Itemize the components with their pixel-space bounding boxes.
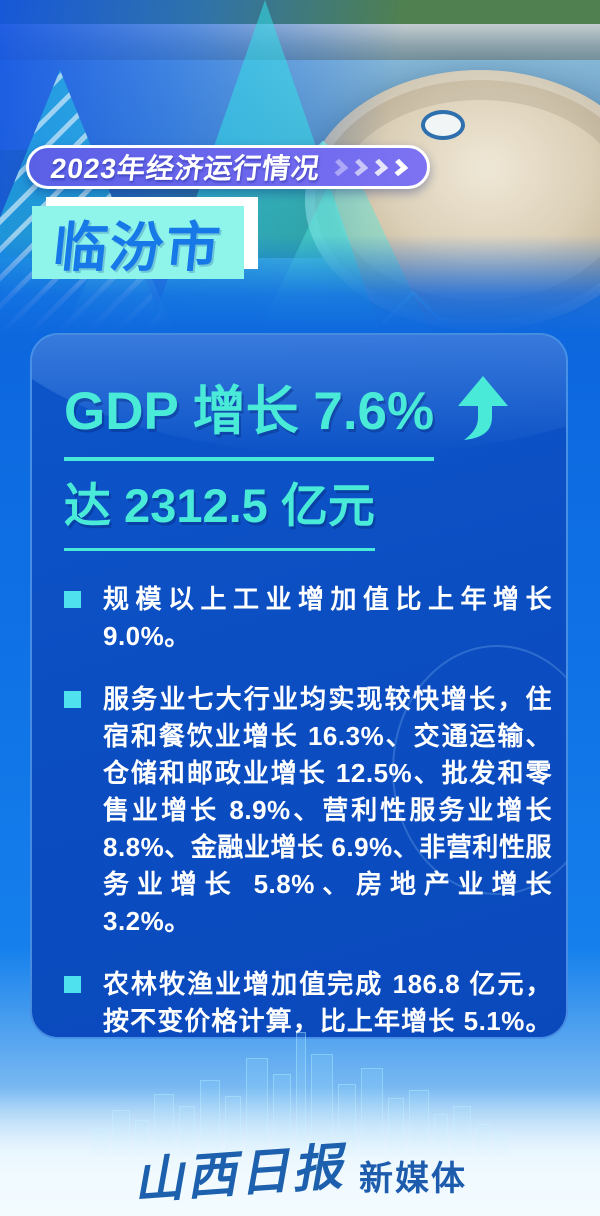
list-item: 农林牧渔业增加值完成 186.8 亿元，按不变价格计算，比上年增长 5.1%。粮… [64,966,552,1037]
brand-calligraphy: 山西日报 [131,1136,348,1211]
square-bullet-icon [64,976,81,993]
chevron-right-icon [369,158,389,176]
footer-logo: 山西日报 新媒体 [0,1134,600,1211]
stats-card: GDP 增长 7.6% 达 2312.5 亿元 规模以上工业增加值比上年增长 9… [30,333,568,1039]
city-box: 临汾市 [32,206,244,279]
city-name: 临汾市 [50,218,225,278]
brand-suffix: 新媒体 [359,1159,467,1198]
stat-text: 农林牧渔业增加值完成 186.8 亿元，按不变价格计算，比上年增长 5.1%。粮… [103,969,552,1036]
square-bullet-icon [64,591,81,608]
up-arrow-icon [458,376,509,440]
chevron-right-icon [329,158,349,176]
bottom-fade-overlay [0,1086,600,1216]
chevron-right-icon [389,158,409,176]
card-content: GDP 增长 7.6% 达 2312.5 亿元 规模以上工业增加值比上年增长 9… [32,335,566,1037]
stat-text: 服务业七大行业均实现较快增长，住宿和餐饮业增长 16.3%、交通运输、仓储和邮政… [103,684,552,936]
gdp-growth-text: GDP 增长 7.6% [64,369,435,461]
gdp-total: 达 2312.5 亿元 [64,467,552,551]
gdp-headline: GDP 增长 7.6% [64,369,552,461]
list-item: 规模以上工业增加值比上年增长 9.0%。 [64,581,552,655]
square-bullet-icon [64,691,81,708]
banner: 2023年经济运行情况 [26,145,431,189]
stat-text: 规模以上工业增加值比上年增长 9.0%。 [103,584,552,651]
stats-list: 规模以上工业增加值比上年增长 9.0%。 服务业七大行业均实现较快增长，住宿和餐… [64,581,552,1037]
banner-title: 2023年经济运行情况 [48,153,323,184]
chevrons-right-icon [329,158,409,176]
list-item: 服务业七大行业均实现较快增长，住宿和餐饮业增长 16.3%、交通运输、仓储和邮政… [64,681,552,940]
chevron-right-icon [349,158,369,176]
gdp-total-text: 达 2312.5 亿元 [64,467,375,551]
